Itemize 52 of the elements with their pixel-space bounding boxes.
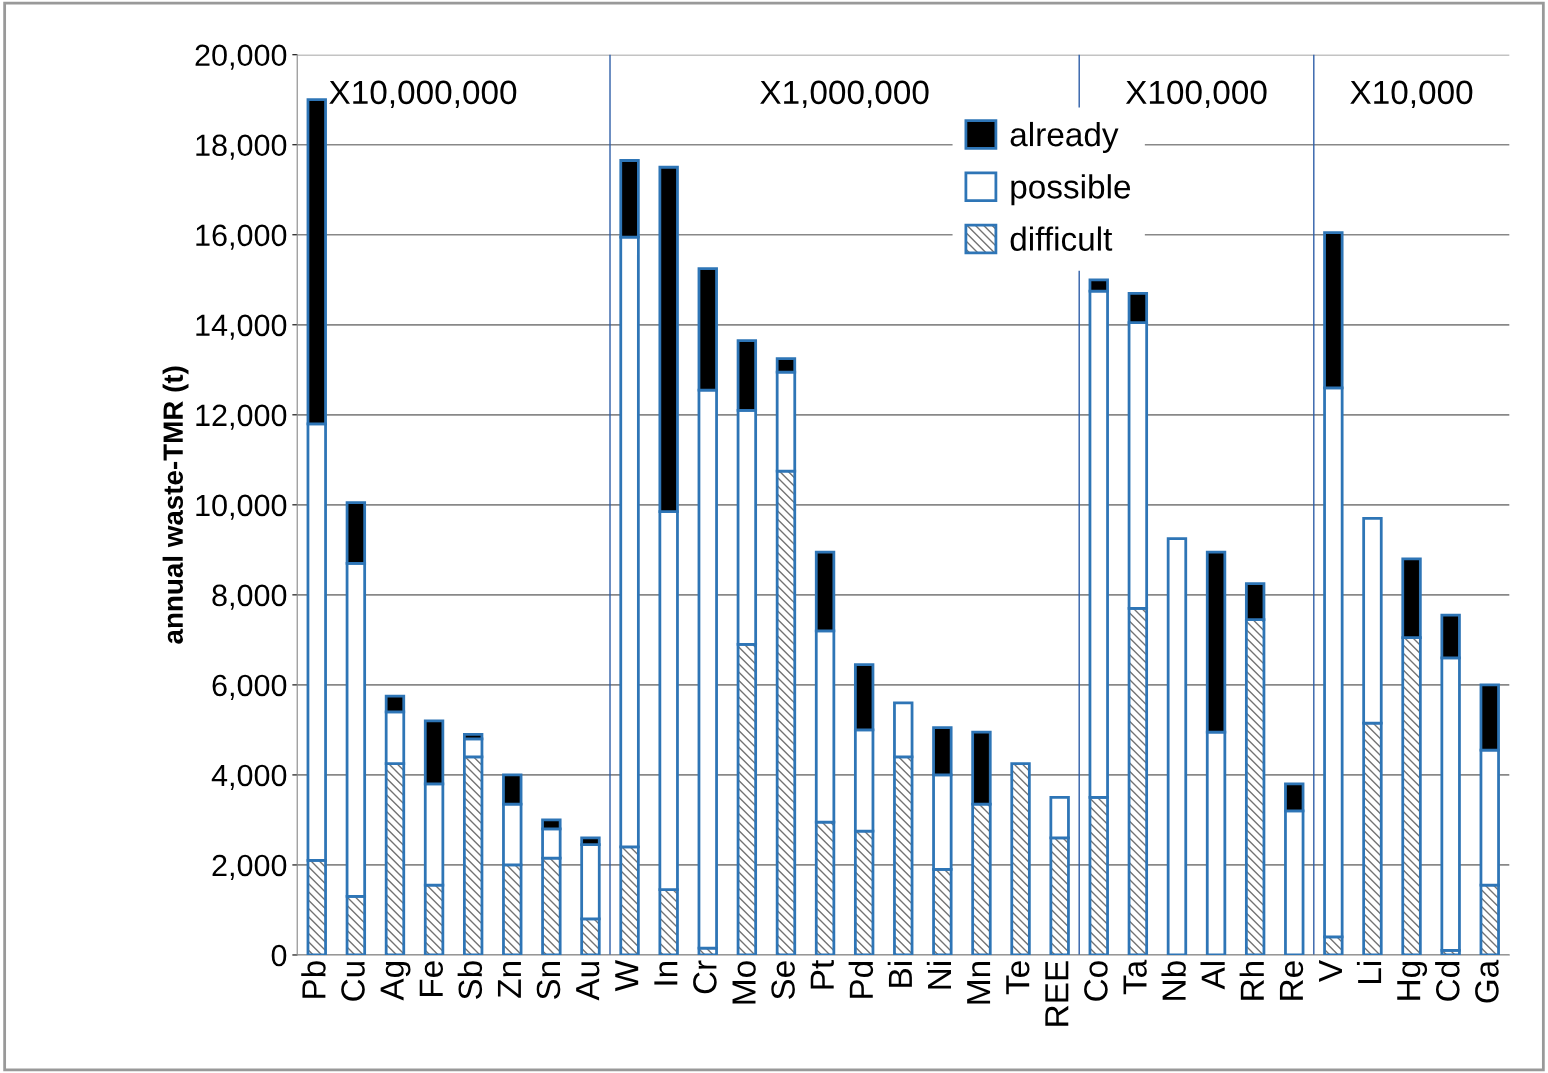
x-tick-label: Cu [341, 962, 365, 1001]
x-tick-label: Pd [848, 961, 874, 998]
annotation: X100,000 [1125, 80, 1267, 109]
y-tick-label: 6,000 [212, 674, 287, 700]
y-axis-title: annual waste-TMR (t) [162, 366, 189, 644]
x-tick-label: Ag [380, 961, 411, 1001]
legend-label: already [1010, 121, 1119, 153]
x-tick-label: Pb [301, 961, 326, 998]
x-tick-label: Se [771, 961, 795, 1000]
x-tick-label: Rh [1239, 961, 1264, 1000]
x-tick-label: W [615, 959, 639, 992]
bar [1010, 762, 1031, 955]
legend-label: possible [1011, 174, 1131, 206]
x-tick-label: Ni [926, 962, 951, 989]
y-tick-label: 2,000 [212, 854, 287, 880]
x-tick-label: V [1319, 959, 1342, 982]
annotation: X10,000 [1350, 80, 1473, 109]
y-tick-label: 8,000 [212, 584, 287, 610]
x-tick-label: REE [1045, 961, 1069, 1026]
y-tick-label: 0 [271, 944, 287, 967]
legend-label: difficult [1010, 226, 1113, 251]
annotation: X1,000,000 [760, 80, 929, 109]
y-tick-label: 10,000 [196, 494, 287, 520]
x-tick-label: Li [1356, 962, 1382, 984]
y-tick-label: 12,000 [196, 404, 287, 430]
x-tick-label: Sn [536, 961, 561, 1000]
x-tick-label: Nb [1161, 961, 1186, 1000]
x-tick-label: Re [1279, 961, 1304, 1000]
x-tick-label: Bi [887, 962, 912, 987]
x-tick-label: Cr [693, 960, 717, 994]
x-tick-label: Co [1084, 961, 1108, 1001]
x-tick-label: Ga [1475, 959, 1499, 1003]
x-tick-label: Sb [457, 961, 483, 1000]
bar [1166, 537, 1188, 955]
x-tick-label: Cd [1435, 961, 1460, 1001]
y-tick-label: 20,000 [195, 44, 287, 70]
x-tick-label: Te [1006, 961, 1030, 995]
x-tick-label: Mo [732, 961, 756, 1004]
y-tick-label: 16,000 [196, 224, 287, 250]
y-tick-label: 14,000 [196, 314, 287, 340]
x-tick-label: Au [576, 962, 600, 1001]
annotation: X10,000,000 [329, 80, 517, 109]
y-tick-label: 18,000 [196, 134, 287, 160]
x-tick-label: Mn [967, 961, 991, 1004]
x-tick-label: Fe [419, 961, 444, 996]
x-tick-label: Hg [1397, 961, 1428, 1000]
x-tick-label: Zn [497, 961, 521, 998]
x-tick-label: Ta [1123, 959, 1147, 995]
y-tick-label: 4,000 [211, 764, 287, 790]
x-tick-label: Al [1200, 962, 1225, 990]
x-tick-label: In [654, 961, 678, 985]
x-tick-label: Pt [810, 960, 834, 989]
